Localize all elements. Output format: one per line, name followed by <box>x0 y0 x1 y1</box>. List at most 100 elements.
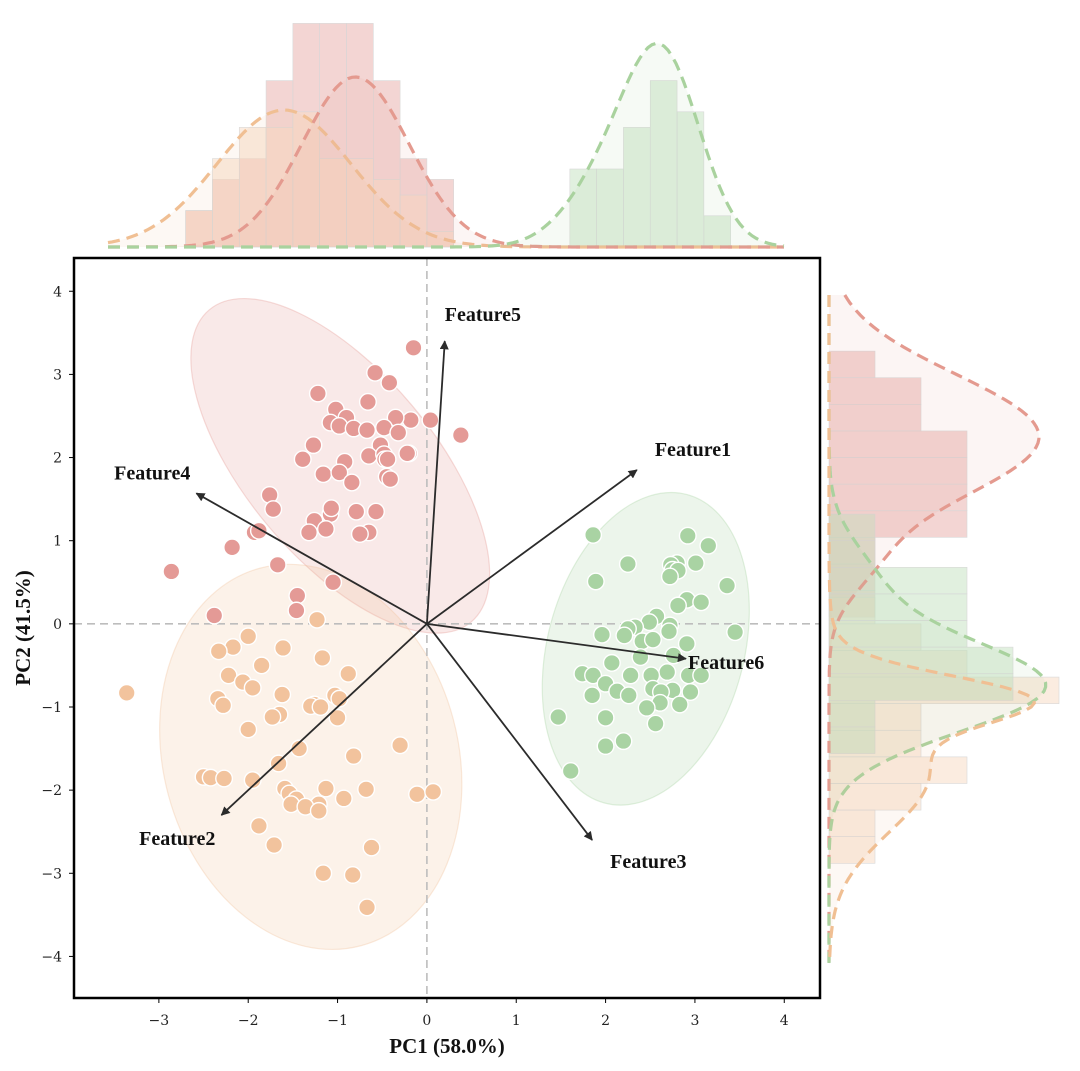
group-green-point <box>681 683 700 702</box>
x-tick-label: −1 <box>327 1013 348 1029</box>
group-orange-point <box>215 769 234 788</box>
group-orange-point <box>273 685 292 704</box>
group-red-point <box>162 562 181 581</box>
group-green-point <box>643 630 662 649</box>
group-red-point <box>342 473 361 492</box>
group-green-point <box>686 554 705 573</box>
group-orange-point <box>314 864 333 883</box>
group-red-point <box>324 573 343 592</box>
group-green-point <box>646 714 665 733</box>
group-green-top-bar <box>623 127 651 248</box>
group-orange-point <box>344 747 363 766</box>
group-green-right-bar <box>828 620 968 648</box>
group-orange-top-bar <box>399 194 428 248</box>
group-green-point <box>677 634 696 653</box>
group-red-point <box>378 450 397 469</box>
group-red-point <box>293 450 312 469</box>
group-red-point <box>359 446 378 465</box>
group-red-point <box>347 502 366 521</box>
loading-label-feature3: Feature3 <box>610 851 686 873</box>
group-red-point <box>264 500 283 519</box>
group-orange-point <box>308 610 327 629</box>
group-red-point <box>381 470 400 489</box>
group-orange-point <box>243 771 262 790</box>
x-tick-label: 2 <box>601 1013 610 1029</box>
group-green-point <box>718 576 737 595</box>
group-green-point <box>668 596 687 615</box>
group-orange-point <box>311 697 330 716</box>
group-green-point <box>660 567 679 586</box>
group-green-point <box>583 686 602 705</box>
group-green-point <box>593 625 612 644</box>
loading-arrow-feature6 <box>426 622 687 663</box>
group-red-point <box>205 606 224 625</box>
group-orange-top-bar <box>346 158 374 248</box>
group-orange-point <box>274 638 293 657</box>
group-red-point <box>322 499 341 518</box>
group-red-point <box>401 411 420 430</box>
group-red-point <box>358 392 377 411</box>
group-orange-top-bar <box>319 158 347 248</box>
group-red-point <box>223 538 242 557</box>
group-green-top-bar <box>569 168 597 248</box>
group-green-point <box>584 525 603 544</box>
group-orange-point <box>316 779 335 798</box>
x-axis-ticks: −3 −2 −1 0 1 2 3 4 <box>149 998 789 1029</box>
group-orange-point <box>243 678 262 697</box>
group-red-point <box>421 411 440 430</box>
group-orange-point <box>290 739 309 758</box>
group-green-point <box>602 653 621 672</box>
group-green-point <box>614 732 633 751</box>
group-green-point <box>637 698 656 717</box>
x-tick-label: 0 <box>422 1013 431 1029</box>
group-red-point <box>398 444 417 463</box>
group-green-right-kde-fill <box>829 295 1046 965</box>
group-red-point <box>358 421 377 440</box>
group-red-top-kde <box>108 75 784 249</box>
loading-label-feature5: Feature5 <box>445 304 521 326</box>
group-orange-right-bar <box>828 836 876 864</box>
group-red-point <box>304 436 323 455</box>
group-red-point <box>316 520 335 539</box>
y-tick-label: 4 <box>53 284 62 300</box>
group-orange-top-kde-fill <box>108 110 785 247</box>
group-orange-point <box>265 836 284 855</box>
loading-arrow-feature4 <box>195 492 428 625</box>
group-orange-point <box>313 648 332 667</box>
loading-label-feature6: Feature6 <box>688 652 764 674</box>
group-orange-point <box>343 865 362 884</box>
group-green-right-bar <box>828 673 1014 701</box>
group-orange-point <box>117 683 136 702</box>
group-orange-point <box>358 898 377 917</box>
group-red-point <box>268 555 287 574</box>
group-red-point <box>451 426 470 445</box>
y-tick-label: 3 <box>53 367 62 383</box>
group-orange-point <box>209 642 228 661</box>
group-green-point <box>621 666 640 685</box>
group-red-point <box>287 601 306 620</box>
loading-arrow-feature2 <box>220 623 428 816</box>
group-green-top-kde-fill <box>108 43 785 248</box>
x-tick-label: −2 <box>238 1013 259 1029</box>
group-red-point <box>288 586 307 605</box>
group-orange-point <box>339 664 358 683</box>
group-orange-point <box>214 696 233 715</box>
group-green-top-bar <box>703 215 731 248</box>
group-orange-point <box>309 801 328 820</box>
loading-label-feature1: Feature1 <box>655 439 731 461</box>
group-green-point <box>586 572 605 591</box>
group-green-top-bar <box>649 80 678 248</box>
main-plot-area <box>74 258 820 998</box>
group-green-top-bar <box>676 111 705 248</box>
group-orange-right-kde-fill <box>829 295 1035 965</box>
right-marginal-histogram <box>827 294 1060 965</box>
y-tick-label: 2 <box>53 451 62 467</box>
group-red-point <box>404 338 423 357</box>
group-red-right-bar <box>828 430 968 458</box>
group-green-point <box>619 686 638 705</box>
group-green-point <box>658 663 677 682</box>
group-red-point <box>350 525 369 544</box>
group-red-top-kde-fill <box>108 77 785 247</box>
y-tick-label: 0 <box>53 617 62 633</box>
group-green-point <box>596 708 615 727</box>
